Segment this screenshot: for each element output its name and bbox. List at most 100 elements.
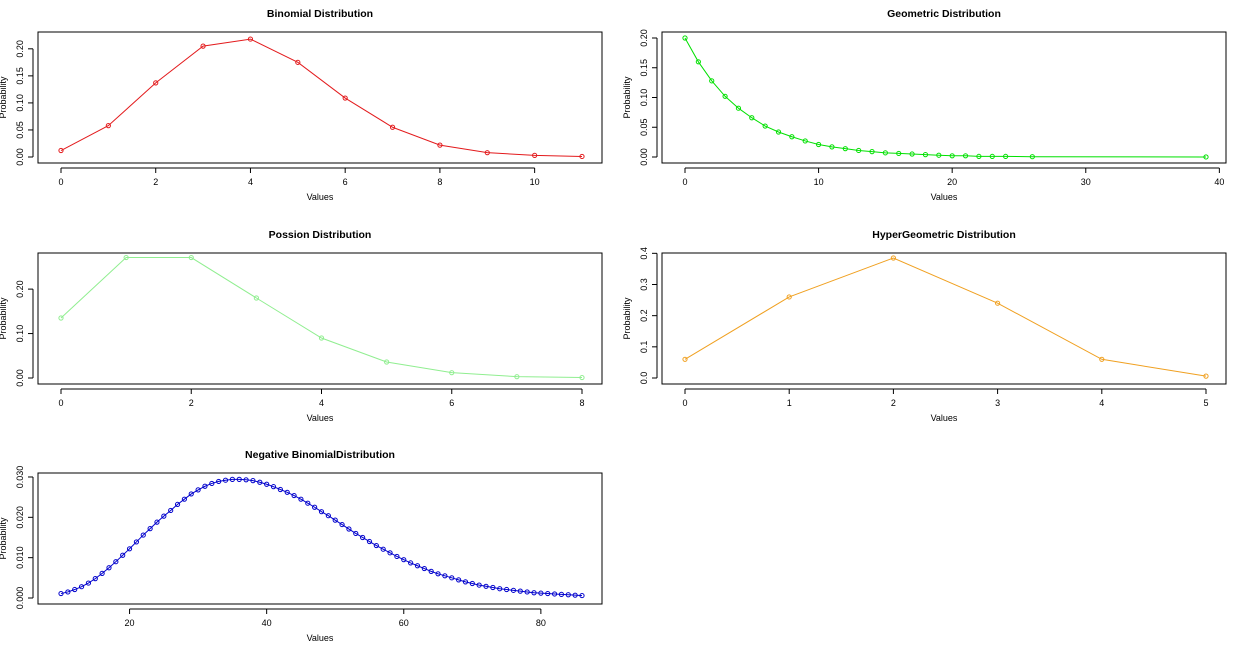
data-point [449,575,455,581]
y-tick-label: 0.2 [639,309,649,322]
x-tick-label: 0 [682,177,687,187]
data-point [140,532,146,538]
data-point [58,315,64,321]
plot-frame [37,472,603,605]
data-point [200,43,206,49]
data-point [517,588,523,594]
data-point [168,507,174,514]
data-point [346,526,352,532]
data-point [682,35,688,41]
data-point [243,477,249,483]
data-point [380,546,386,552]
data-point [962,153,969,159]
y-tick-label: 0.020 [15,506,25,529]
data-point [1099,356,1105,362]
data-point [890,255,897,261]
chart-title: HyperGeometric Distribution [872,229,1016,241]
y-tick-label: 0.10 [15,94,25,112]
data-point [421,565,427,572]
data-point [154,519,160,525]
y-tick-label: 0.10 [639,89,649,107]
x-tick-label: 6 [343,177,348,187]
plot-frame [37,31,603,164]
data-point [325,513,331,519]
data-point [1203,373,1209,379]
data-point [318,335,325,341]
x-axis-label: Values [931,413,958,423]
data-point [484,150,490,156]
data-point [387,550,393,556]
data-point [1203,154,1209,160]
data-point [735,105,742,111]
x-tick-label: 0 [682,398,687,408]
data-point [58,590,64,597]
x-tick-label: 20 [947,177,957,187]
y-tick-label: 0.15 [639,59,649,77]
data-point [284,489,290,495]
y-tick-label: 0.1 [639,341,649,354]
data-point [78,584,85,590]
data-point [353,530,359,537]
data-point [856,147,862,154]
x-tick-label: 4 [248,177,253,187]
data-point [786,294,792,300]
data-point [264,481,270,487]
data-point [366,538,373,545]
data-point [709,78,715,84]
x-tick-label: 1 [787,398,792,408]
data-point [408,560,414,566]
y-tick-label: 0.3 [639,278,649,291]
plot-frame [661,31,1227,164]
data-point [949,153,955,159]
data-point [514,374,520,380]
data-point [318,509,325,515]
data-point [298,496,304,502]
plot-frame [661,252,1227,385]
data-point [532,152,538,158]
data-point [762,123,768,129]
y-tick-label: 0.000 [15,587,25,610]
chart-negbinomial: Negative BinomialDistribution 20 40 60 80 0.0… [0,449,603,643]
x-tick-label: 4 [1099,398,1104,408]
data-point [829,144,835,150]
data-point [428,568,434,574]
y-tick-label: 0.15 [15,67,25,85]
y-tick-label: 0.10 [15,325,25,343]
data-point [373,542,379,549]
data-point [133,539,140,545]
data-point [682,356,688,362]
data-point [456,577,462,583]
data-point [476,582,482,588]
data-point [497,586,503,592]
y-tick-label: 0.4 [639,247,649,260]
x-tick-label: 0 [58,177,63,187]
data-point [775,129,782,135]
chart-title: Geometric Distribution [887,8,1001,20]
y-tick-label: 0.0 [639,372,649,385]
data-point [188,254,194,261]
data-point [882,150,888,156]
chart-poisson: Possion Distribution 0 2 4 6 8 0.00 0.10 0.20 Val… [0,229,603,423]
chart-binomial: Binomial Distribution 0 2 4 6 8 10 0.00 0.05 0.10… [0,8,603,202]
series-line [684,257,1207,377]
data-point [126,546,133,552]
x-tick-label: 30 [1081,177,1091,187]
x-tick-label: 3 [995,398,1000,408]
x-tick-label: 6 [449,398,454,408]
x-tick-label: 20 [125,618,135,628]
data-point [909,151,915,157]
data-point [815,141,822,148]
data-point [332,517,338,523]
y-tick-label: 0.00 [639,148,649,166]
data-point [384,359,390,365]
chart-title: Negative BinomialDistribution [245,449,395,461]
data-point [1029,154,1035,160]
data-point [339,521,345,528]
y-tick-label: 0.05 [639,118,649,136]
data-point [312,504,318,510]
x-tick-label: 40 [1214,177,1224,187]
data-point [936,152,942,158]
data-point [531,590,537,596]
x-tick-label: 8 [579,398,584,408]
